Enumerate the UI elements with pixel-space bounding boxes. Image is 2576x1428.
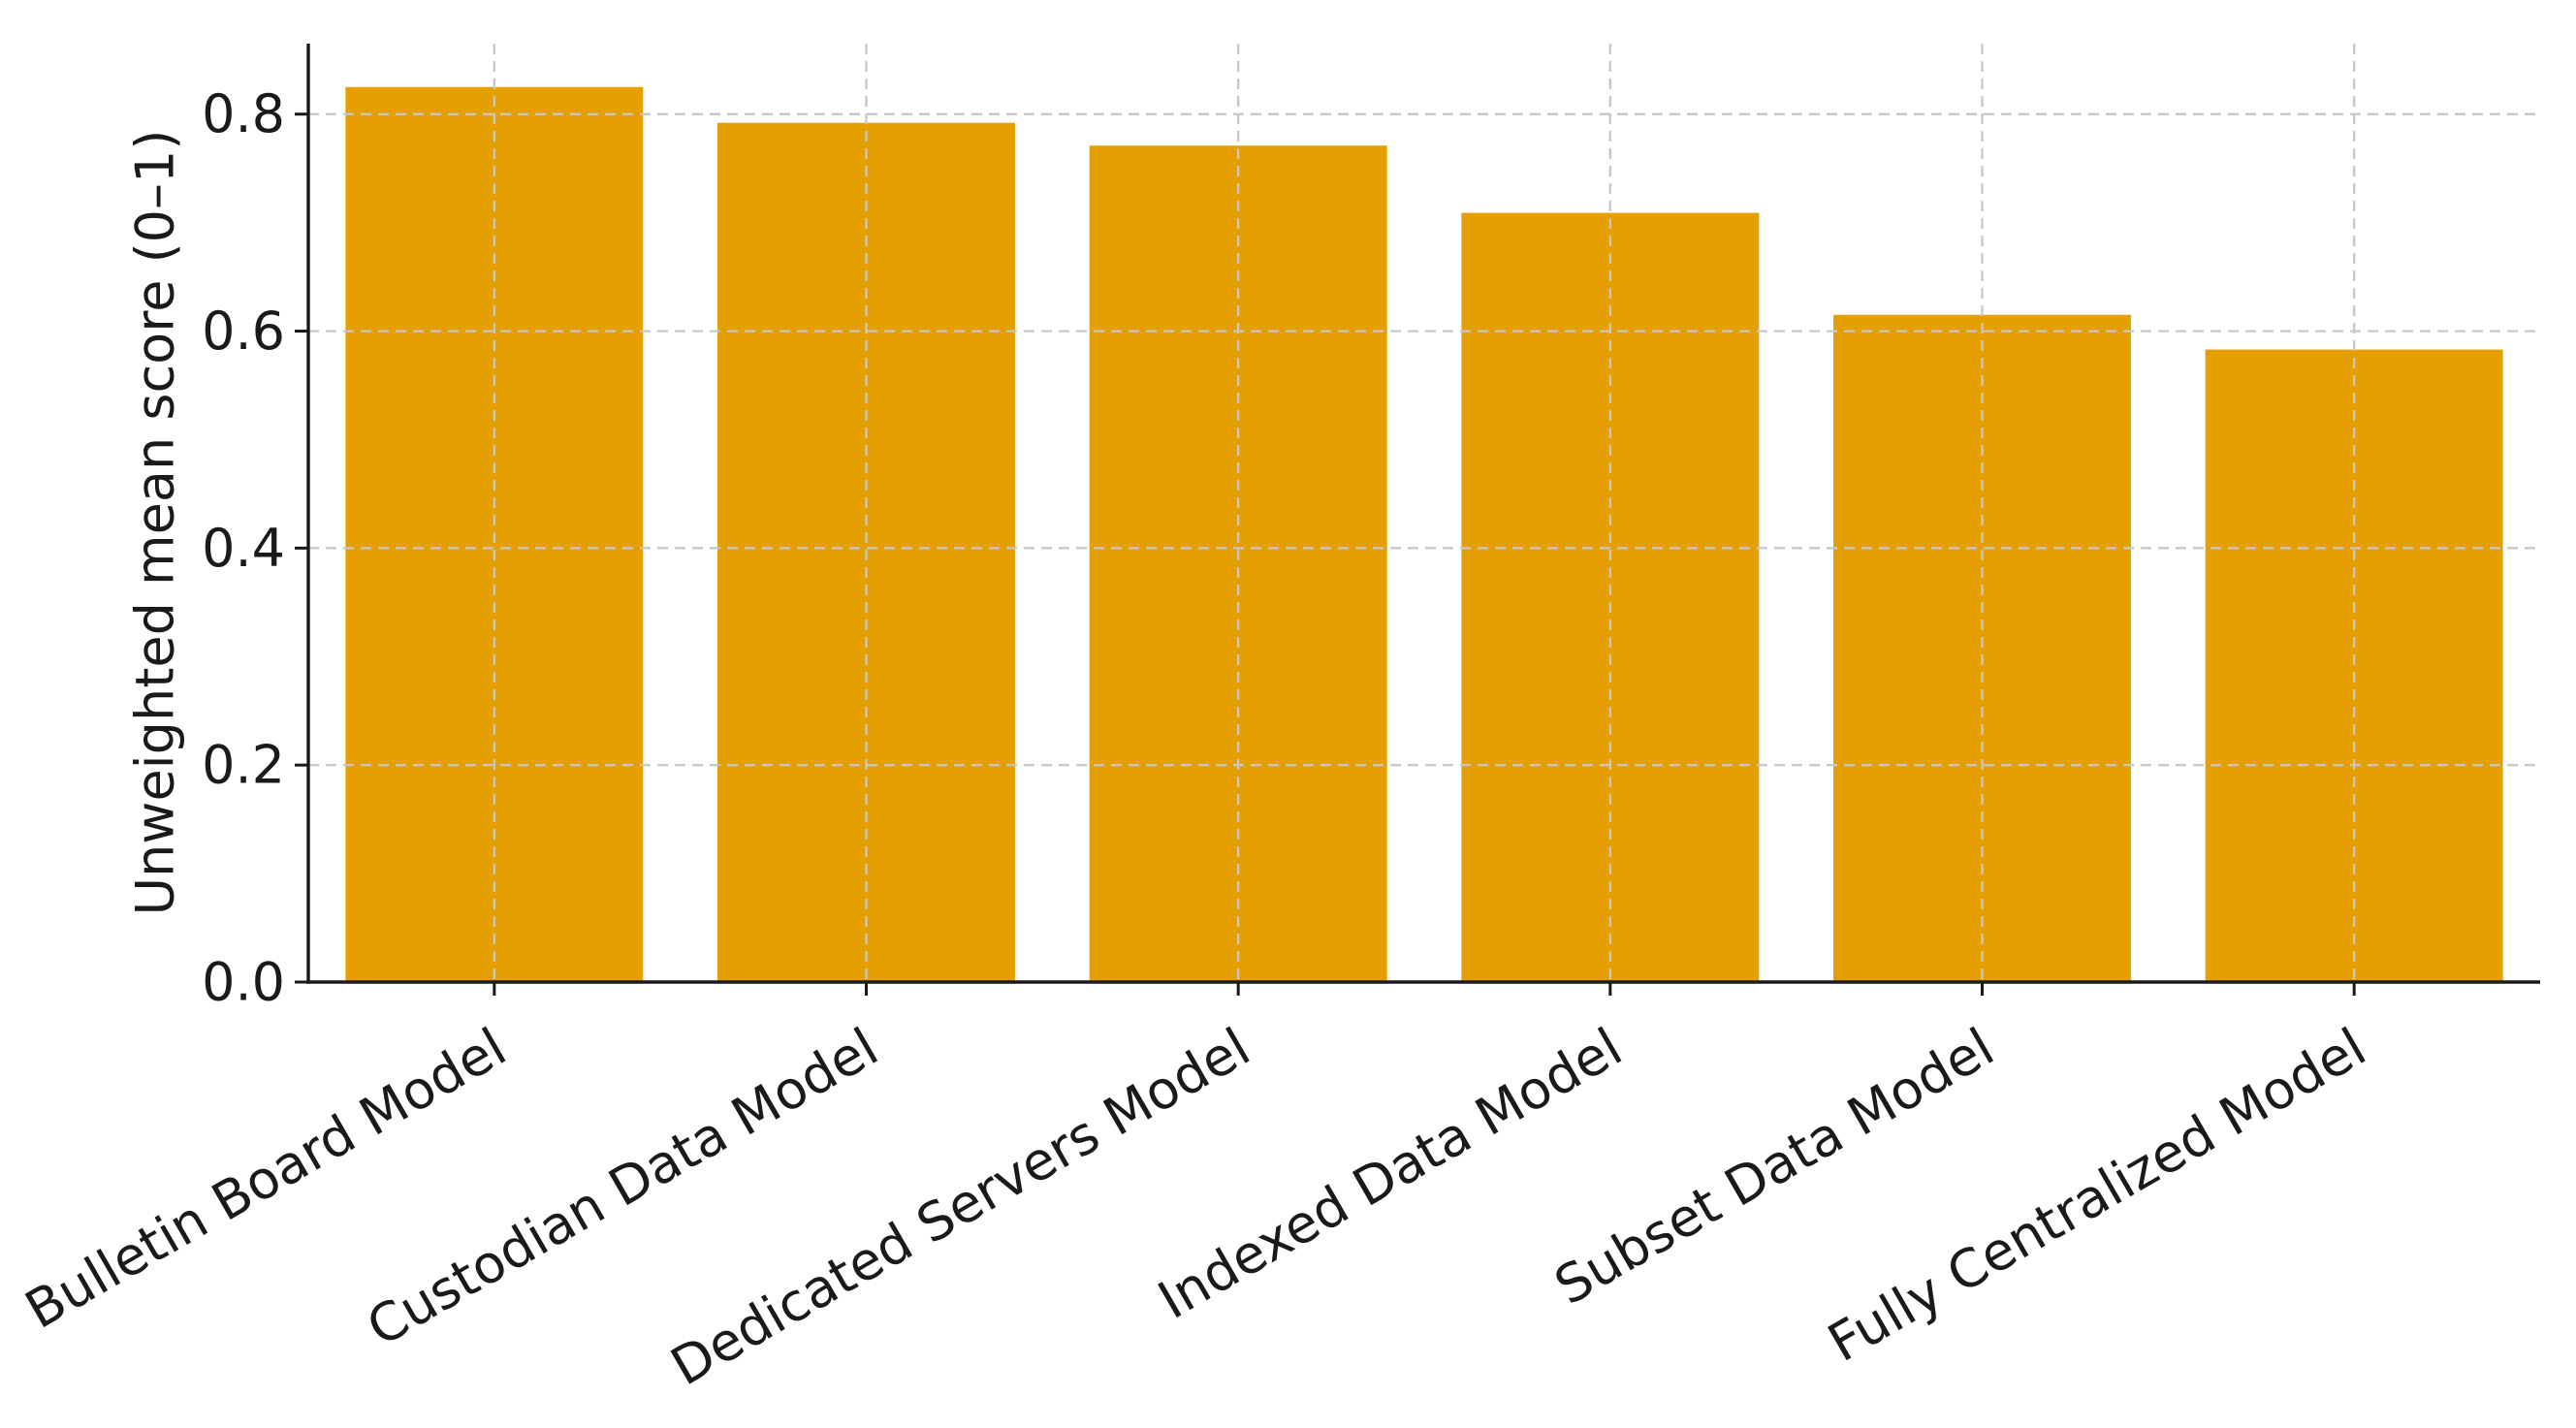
y-tick-label: 0.0 bbox=[202, 952, 285, 1013]
y-axis-label: Unweighted mean score (0–1) bbox=[125, 130, 186, 916]
y-tick-label: 0.8 bbox=[202, 83, 285, 144]
bar bbox=[1089, 145, 1387, 983]
y-tick-label: 0.2 bbox=[202, 735, 285, 796]
x-tick-label: Dedicated Servers Model bbox=[661, 1016, 1260, 1397]
y-tick-label: 0.4 bbox=[202, 518, 285, 579]
axes-layer bbox=[306, 44, 2540, 984]
y-ticks: 0.0 0.2 0.4 0.6 0.8 bbox=[202, 83, 308, 1013]
y-tick-label: 0.6 bbox=[202, 301, 285, 362]
bars-layer bbox=[308, 44, 2540, 983]
